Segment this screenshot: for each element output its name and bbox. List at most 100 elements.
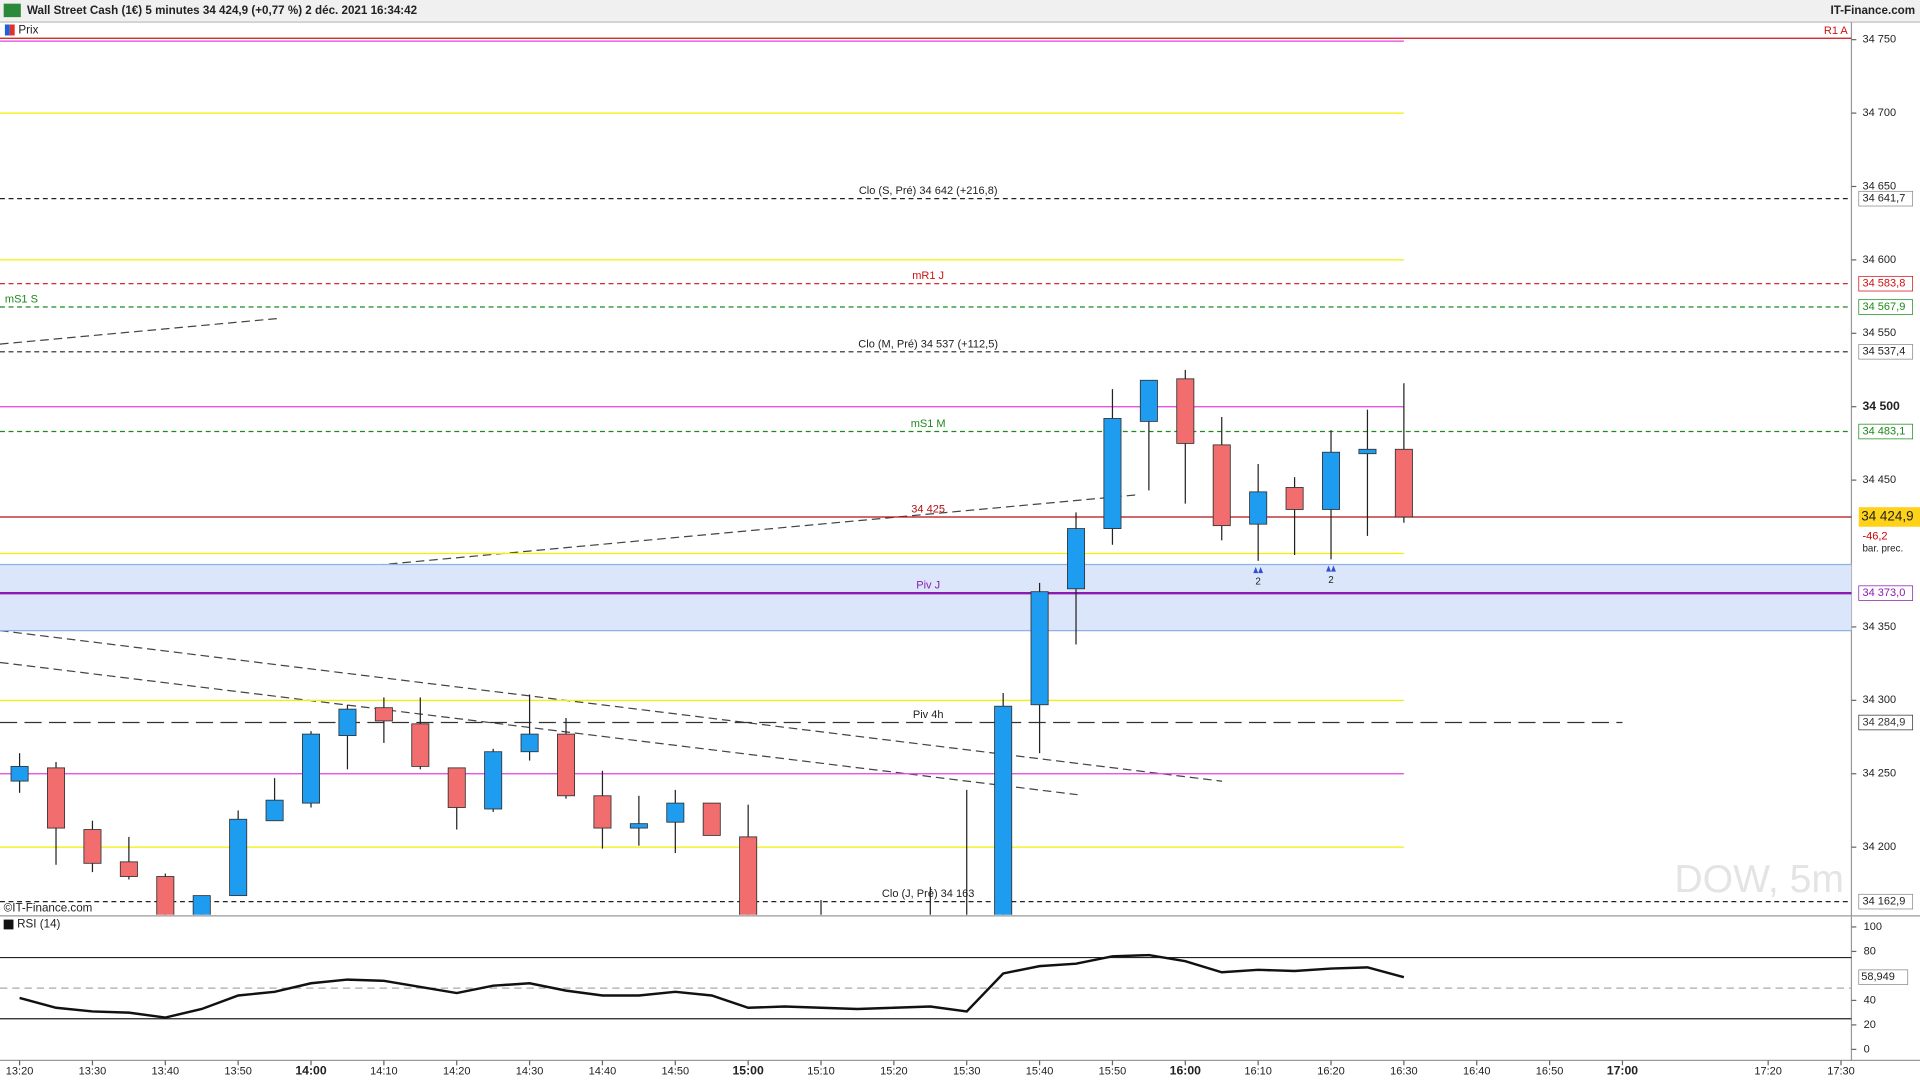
y-tick-label: 34 250 <box>1862 768 1896 780</box>
level-box-label: 34 373,0 <box>1862 587 1905 599</box>
candle-body <box>1394 448 1413 518</box>
x-tick-label: 16:30 <box>1390 1065 1418 1077</box>
rsi-tick-label: 100 <box>1864 921 1882 933</box>
change-label: -46,2 <box>1862 530 1887 542</box>
y-tick-label: 34 500 <box>1862 399 1900 413</box>
candle-body <box>593 795 612 829</box>
x-tick-label: 15:50 <box>1099 1065 1127 1077</box>
candle-body <box>374 707 393 722</box>
x-tick-label: 15:20 <box>880 1065 908 1077</box>
level-label: mS1 S <box>5 294 38 306</box>
x-tick-label: 15:00 <box>733 1064 764 1078</box>
rsi-tick-label: 80 <box>1864 945 1876 957</box>
x-tick-label: 14:40 <box>589 1065 617 1077</box>
level-box-label: 34 284,9 <box>1862 716 1905 728</box>
current-price-label: 34 424,9 <box>1861 509 1913 524</box>
overlay: R1 A Clo (S, Pré) 34 642 (+216,8) 34 641,7… <box>5 25 1920 1078</box>
candle-body <box>629 823 648 829</box>
x-tick-label: 13:50 <box>224 1065 252 1077</box>
x-tick-label: 15:10 <box>807 1065 835 1077</box>
level-label: R1 A <box>1824 25 1849 37</box>
rsi-box <box>1858 969 1909 985</box>
signal-arrow <box>1253 566 1264 574</box>
source: IT-Finance.com <box>1830 4 1915 17</box>
rsi-plot <box>0 953 1852 1020</box>
y-tick-label: 34 600 <box>1862 254 1896 266</box>
x-tick-label: 17:30 <box>1827 1065 1855 1077</box>
level-box-label: 34 162,9 <box>1862 896 1905 908</box>
rsi-tick-label: 20 <box>1864 1019 1876 1031</box>
y-tick-label: 34 200 <box>1862 841 1896 853</box>
candle-body <box>1176 378 1195 444</box>
level-box <box>1858 585 1914 601</box>
level-label: Clo (S, Pré) 34 642 (+216,8) <box>859 185 998 197</box>
candle-body <box>666 802 685 823</box>
candle-body <box>229 818 248 897</box>
candle-body <box>47 767 66 829</box>
candle-body <box>83 829 102 864</box>
legend-label: Prix <box>18 24 38 37</box>
candle-body <box>994 705 1013 915</box>
y-tick-label: 34 750 <box>1862 34 1896 46</box>
x-tick-label: 17:20 <box>1754 1065 1782 1077</box>
x-tick-label: 15:40 <box>1026 1065 1054 1077</box>
level-box <box>1858 190 1914 207</box>
level-box-label: 34 483,1 <box>1862 425 1905 437</box>
level-label: 34 425 <box>911 504 945 516</box>
candle-body <box>119 861 138 877</box>
y-tick-label: 34 350 <box>1862 621 1896 633</box>
candle-body <box>1322 451 1341 510</box>
candle-body <box>1358 448 1377 455</box>
x-tick-label: 14:50 <box>662 1065 690 1077</box>
candle-body <box>338 708 357 737</box>
candle-body <box>265 799 284 822</box>
trendline <box>0 661 1078 796</box>
level-box <box>1858 275 1914 292</box>
candle-body <box>1249 491 1268 525</box>
level-label: Clo (M, Pré) 34 537 (+112,5) <box>858 338 998 350</box>
signal-arrow <box>1326 565 1336 572</box>
candle-body <box>484 751 503 810</box>
rsi-tick-label: 40 <box>1864 994 1876 1006</box>
level-label: mS1 M <box>911 418 946 430</box>
level-box <box>1858 299 1914 315</box>
candle-body <box>812 921 829 936</box>
current-price-box <box>1858 507 1920 527</box>
candle-body <box>958 921 975 936</box>
candle-body <box>156 876 175 915</box>
candle-body <box>922 921 939 936</box>
signal-label: 2 <box>1255 576 1260 587</box>
candle-body <box>520 733 539 753</box>
candle-body <box>1285 487 1304 510</box>
level-label: Piv J <box>916 580 940 592</box>
x-tick-label: 16:00 <box>1170 1064 1201 1078</box>
x-tick-label: 15:30 <box>953 1065 981 1077</box>
candle-body <box>702 802 721 836</box>
y-tick-label: 34 700 <box>1862 107 1896 119</box>
x-tick-label: 16:40 <box>1463 1065 1491 1077</box>
y-tick-label: 34 450 <box>1862 474 1896 486</box>
candle-body <box>302 733 321 804</box>
candle-body <box>1067 528 1086 590</box>
watermark: DOW, 5m <box>1674 858 1844 901</box>
level-label: Clo (J, Pré) 34 163 <box>882 888 974 900</box>
y-tick-label: 34 650 <box>1862 180 1896 192</box>
change-note: bar. prec. <box>1862 543 1903 554</box>
legend-swatch <box>4 24 10 36</box>
level-box <box>1858 893 1914 910</box>
x-tick-label: 16:20 <box>1317 1065 1345 1077</box>
rsi-swatch <box>3 919 14 930</box>
level-box <box>1858 423 1914 440</box>
trendline <box>0 630 1223 782</box>
signal-label: 2 <box>1328 575 1333 586</box>
rsi-value-label: 58,949 <box>1861 971 1895 983</box>
candle-body <box>1212 444 1231 527</box>
price-plot <box>0 37 1852 936</box>
candle-body <box>1103 418 1122 529</box>
candle-body <box>557 733 576 797</box>
candle-body <box>192 895 211 915</box>
x-tick-label: 17:00 <box>1607 1064 1638 1078</box>
pivot-zone <box>0 564 1852 631</box>
x-tick-label: 14:10 <box>370 1065 398 1077</box>
app-icon <box>3 3 21 18</box>
